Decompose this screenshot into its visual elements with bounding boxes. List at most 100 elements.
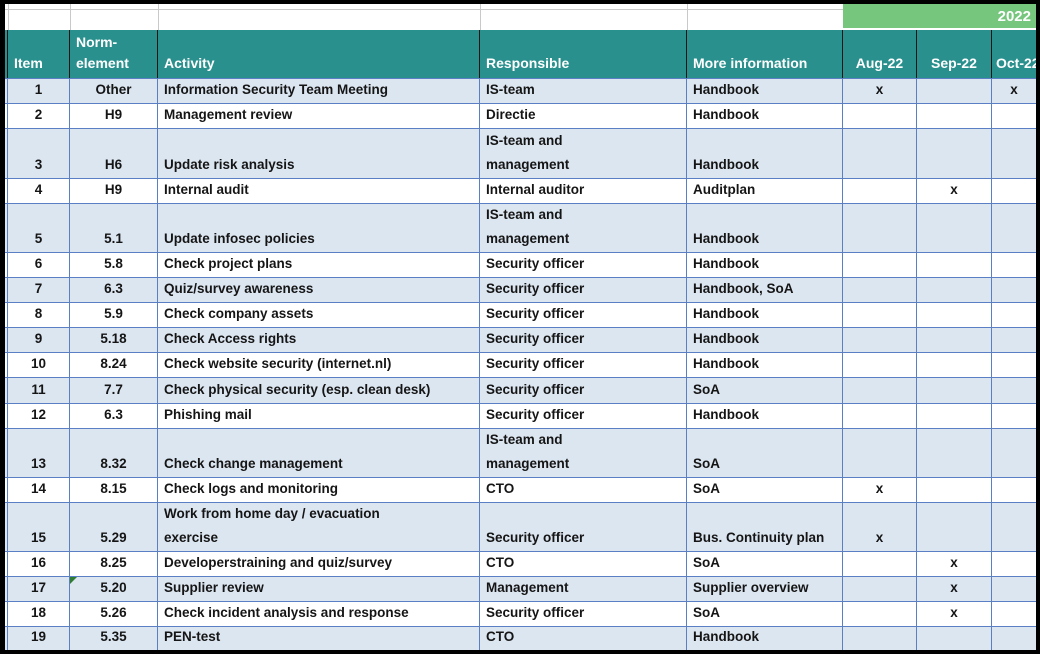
cell-aug[interactable]: x <box>843 503 917 551</box>
cell-oct[interactable] <box>992 552 1036 576</box>
cell-aug[interactable] <box>843 627 917 650</box>
cell-aug[interactable] <box>843 104 917 128</box>
cell-responsible[interactable]: Security officer <box>480 378 687 403</box>
cell-aug[interactable] <box>843 179 917 203</box>
cell-aug[interactable] <box>843 577 917 601</box>
cell-norm[interactable]: H9 <box>70 104 158 128</box>
cell-sep[interactable] <box>917 303 992 327</box>
cell-norm[interactable]: 6.3 <box>70 278 158 302</box>
cell-aug[interactable] <box>843 602 917 626</box>
cell-norm[interactable]: 5.9 <box>70 303 158 327</box>
cell-item[interactable]: 17 <box>8 577 70 601</box>
cell-norm[interactable]: H6 <box>70 129 158 178</box>
cell-responsible[interactable]: Internal auditor <box>480 179 687 203</box>
cell-oct[interactable] <box>992 577 1036 601</box>
cell-more-info[interactable]: Handbook <box>687 79 843 103</box>
cell-sep[interactable] <box>917 378 992 403</box>
cell-item[interactable]: 7 <box>8 278 70 302</box>
cell-oct[interactable] <box>992 503 1036 551</box>
cell-sep[interactable]: x <box>917 552 992 576</box>
cell-responsible[interactable]: IS-team and management <box>480 429 687 477</box>
cell-more-info[interactable]: Supplier overview <box>687 577 843 601</box>
cell-activity[interactable]: Check project plans <box>158 253 480 277</box>
cell-responsible[interactable]: IS-team and management <box>480 129 687 178</box>
cell-item[interactable]: 6 <box>8 253 70 277</box>
cell-norm[interactable]: 5.18 <box>70 328 158 352</box>
cell-norm[interactable]: 5.29 <box>70 503 158 551</box>
cell-activity[interactable]: Management review <box>158 104 480 128</box>
cell-activity[interactable]: Phishing mail <box>158 404 480 428</box>
cell-oct[interactable] <box>992 278 1036 302</box>
cell-activity[interactable]: Internal audit <box>158 179 480 203</box>
header-cell-aug[interactable]: Aug-22 <box>843 30 917 78</box>
header-cell-oct[interactable]: Oct-22 <box>992 30 1036 78</box>
cell-responsible[interactable]: CTO <box>480 478 687 502</box>
cell-activity[interactable]: Supplier review <box>158 577 480 601</box>
cell-more-info[interactable]: Handbook <box>687 353 843 377</box>
cell-activity[interactable]: PEN-test <box>158 627 480 650</box>
cell-sep[interactable] <box>917 429 992 477</box>
cell-oct[interactable] <box>992 179 1036 203</box>
cell-more-info[interactable]: SoA <box>687 378 843 403</box>
cell-item[interactable]: 12 <box>8 404 70 428</box>
cell-aug[interactable]: x <box>843 79 917 103</box>
cell-activity[interactable]: Developerstraining and quiz/survey <box>158 552 480 576</box>
cell-item[interactable]: 2 <box>8 104 70 128</box>
cell-activity[interactable]: Check incident analysis and response <box>158 602 480 626</box>
cell-oct[interactable] <box>992 404 1036 428</box>
cell-item[interactable]: 11 <box>8 378 70 403</box>
cell-item[interactable]: 4 <box>8 179 70 203</box>
cell-sep[interactable] <box>917 79 992 103</box>
cell-sep[interactable] <box>917 104 992 128</box>
cell-oct[interactable] <box>992 627 1036 650</box>
cell-oct[interactable] <box>992 253 1036 277</box>
cell-more-info[interactable]: SoA <box>687 602 843 626</box>
cell-oct[interactable] <box>992 129 1036 178</box>
cell-norm[interactable]: 7.7 <box>70 378 158 403</box>
cell-norm[interactable]: 6.3 <box>70 404 158 428</box>
cell-item[interactable]: 16 <box>8 552 70 576</box>
cell-responsible[interactable]: IS-team and management <box>480 204 687 252</box>
cell-responsible[interactable]: Directie <box>480 104 687 128</box>
cell-activity[interactable]: Check physical security (esp. clean desk… <box>158 378 480 403</box>
cell-item[interactable]: 5 <box>8 204 70 252</box>
cell-aug[interactable]: x <box>843 478 917 502</box>
cell-more-info[interactable]: SoA <box>687 429 843 477</box>
cell-more-info[interactable]: Handbook <box>687 404 843 428</box>
cell-more-info[interactable]: Handbook <box>687 303 843 327</box>
cell-norm[interactable]: 5.1 <box>70 204 158 252</box>
cell-item[interactable]: 14 <box>8 478 70 502</box>
cell-sep[interactable]: x <box>917 577 992 601</box>
cell-aug[interactable] <box>843 303 917 327</box>
cell-activity[interactable]: Quiz/survey awareness <box>158 278 480 302</box>
cell-aug[interactable] <box>843 204 917 252</box>
cell-item[interactable]: 3 <box>8 129 70 178</box>
cell-aug[interactable] <box>843 378 917 403</box>
cell-item[interactable]: 18 <box>8 602 70 626</box>
cell-more-info[interactable]: SoA <box>687 478 843 502</box>
cell-aug[interactable] <box>843 328 917 352</box>
cell-aug[interactable] <box>843 404 917 428</box>
cell-norm[interactable]: 8.25 <box>70 552 158 576</box>
cell-responsible[interactable]: Security officer <box>480 602 687 626</box>
cell-responsible[interactable]: Security officer <box>480 353 687 377</box>
cell-more-info[interactable]: Handbook <box>687 204 843 252</box>
cell-responsible[interactable]: Security officer <box>480 278 687 302</box>
cell-item[interactable]: 13 <box>8 429 70 477</box>
cell-activity[interactable]: Update risk analysis <box>158 129 480 178</box>
header-cell-activity[interactable]: Activity <box>158 30 480 78</box>
cell-more-info[interactable]: SoA <box>687 552 843 576</box>
header-cell-norm[interactable]: Norm- element <box>70 30 158 78</box>
header-cell-item[interactable]: Item <box>8 30 70 78</box>
cell-responsible[interactable]: CTO <box>480 627 687 650</box>
cell-responsible[interactable]: Security officer <box>480 303 687 327</box>
cell-activity[interactable]: Check company assets <box>158 303 480 327</box>
cell-responsible[interactable]: Security officer <box>480 404 687 428</box>
cell-more-info[interactable]: Handbook, SoA <box>687 278 843 302</box>
cell-norm[interactable]: 5.20 <box>70 577 158 601</box>
cell-norm[interactable]: 5.8 <box>70 253 158 277</box>
header-cell-more-info[interactable]: More information <box>687 30 843 78</box>
cell-sep[interactable] <box>917 404 992 428</box>
cell-aug[interactable] <box>843 129 917 178</box>
cell-item[interactable]: 10 <box>8 353 70 377</box>
